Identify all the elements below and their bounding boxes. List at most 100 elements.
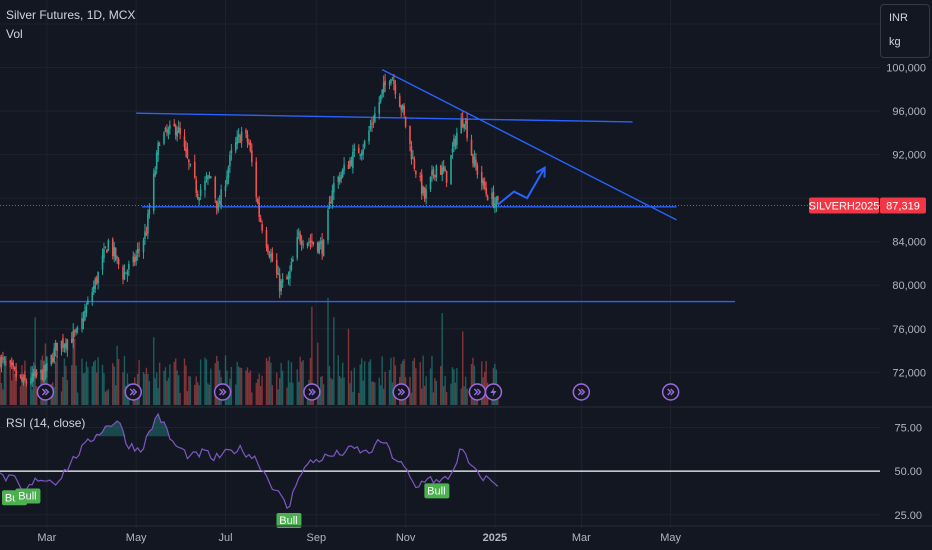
split-glyph bbox=[308, 388, 316, 396]
candle-body bbox=[234, 142, 237, 151]
candle-body bbox=[60, 340, 63, 349]
dividend-event-icon[interactable] bbox=[468, 383, 487, 401]
event-markers[interactable] bbox=[36, 383, 680, 401]
price-tick-label: 100,000 bbox=[886, 63, 926, 75]
candle-body bbox=[237, 134, 240, 137]
candle-body bbox=[66, 339, 69, 350]
candle-body bbox=[296, 236, 299, 259]
volume-bar bbox=[0, 364, 1, 405]
candle-body bbox=[270, 254, 272, 257]
candle-body bbox=[431, 170, 433, 176]
candle-body bbox=[439, 165, 442, 175]
candle-body bbox=[494, 203, 496, 209]
candle-body bbox=[460, 119, 463, 134]
candle-body bbox=[486, 196, 489, 201]
candle-body bbox=[177, 127, 180, 133]
candle-body bbox=[374, 113, 376, 122]
lightning-glyph bbox=[490, 387, 497, 397]
candle-body bbox=[189, 163, 192, 166]
volume-bar bbox=[419, 362, 421, 405]
split-glyph bbox=[397, 388, 406, 396]
candle-body bbox=[372, 122, 375, 124]
candle-body bbox=[409, 125, 411, 145]
candle-body bbox=[491, 192, 493, 199]
volume-bar bbox=[82, 373, 85, 405]
volume-label[interactable]: Vol bbox=[6, 27, 23, 41]
candle-body bbox=[393, 80, 395, 85]
volume-bar bbox=[309, 357, 312, 405]
volume-bar bbox=[22, 378, 25, 405]
volume-bar bbox=[235, 384, 237, 405]
volume-bar bbox=[198, 385, 200, 405]
candle-body bbox=[116, 256, 118, 258]
candle-body bbox=[369, 126, 372, 129]
candle-body bbox=[166, 130, 168, 132]
price-badge-symbol: SILVERH2025 bbox=[809, 201, 880, 213]
candle-body bbox=[391, 79, 394, 81]
price-tick-label: 80,000 bbox=[892, 280, 926, 292]
candle-body bbox=[286, 276, 288, 280]
volume-bar bbox=[350, 370, 353, 405]
candle-body bbox=[422, 186, 424, 194]
volume-bar bbox=[216, 355, 218, 405]
dividend-event-icon[interactable] bbox=[303, 383, 321, 401]
dividend-event-icon[interactable] bbox=[572, 383, 591, 401]
volume-bar bbox=[138, 360, 140, 405]
lightning-event-icon[interactable] bbox=[484, 383, 503, 401]
dividend-event-icon[interactable] bbox=[661, 383, 680, 401]
candle-body bbox=[188, 159, 190, 163]
candle-body bbox=[278, 274, 281, 292]
volume-bar bbox=[431, 355, 433, 405]
candle-body bbox=[306, 242, 309, 246]
candle-body bbox=[183, 136, 186, 147]
candle-body bbox=[19, 374, 22, 377]
candle-body bbox=[368, 130, 370, 142]
candle-body bbox=[311, 240, 313, 243]
candle-body bbox=[92, 286, 95, 293]
candle-body bbox=[328, 202, 331, 209]
dividend-event-icon[interactable] bbox=[213, 383, 232, 401]
volume-bar bbox=[289, 382, 291, 405]
chart-title[interactable]: Silver Futures, 1D, MCX bbox=[6, 8, 136, 22]
candle-body bbox=[256, 198, 259, 204]
candle-body bbox=[9, 360, 12, 364]
volume-bar bbox=[84, 372, 86, 405]
candle-body bbox=[444, 168, 446, 172]
price-candles bbox=[0, 73, 499, 388]
candle-body bbox=[476, 165, 479, 175]
candle-body bbox=[343, 164, 345, 171]
volume-bar bbox=[255, 382, 257, 405]
volume-bar bbox=[472, 357, 474, 405]
currency-unit[interactable]: INR bbox=[889, 12, 908, 24]
volume-bar bbox=[330, 378, 332, 405]
trendlines[interactable] bbox=[0, 69, 880, 303]
candle-body bbox=[210, 176, 212, 179]
volume-bar bbox=[359, 364, 361, 405]
unit-selector[interactable]: INR kg bbox=[880, 4, 930, 58]
volume-bar bbox=[453, 369, 455, 405]
candle-body bbox=[319, 241, 322, 244]
volume-bar bbox=[87, 367, 89, 405]
volume-bar bbox=[380, 385, 382, 405]
volume-bar bbox=[148, 380, 151, 405]
volume-bar bbox=[95, 372, 98, 405]
candle-body bbox=[50, 354, 53, 365]
volume-bar bbox=[317, 342, 319, 405]
volume-bar bbox=[104, 391, 107, 405]
candle-body bbox=[46, 363, 48, 371]
volume-bar bbox=[114, 385, 117, 405]
volume-bar bbox=[19, 386, 22, 405]
dividend-event-icon[interactable] bbox=[124, 383, 142, 401]
dividend-event-icon[interactable] bbox=[36, 383, 55, 401]
candle-body bbox=[10, 362, 13, 365]
candle-body bbox=[378, 102, 381, 114]
volume-bar bbox=[258, 373, 260, 405]
time-tick-label: May bbox=[126, 532, 147, 544]
volume-bar bbox=[196, 382, 199, 405]
candle-body bbox=[404, 116, 407, 127]
weight-unit[interactable]: kg bbox=[889, 36, 901, 48]
candle-body bbox=[300, 241, 303, 245]
dividend-event-icon[interactable] bbox=[392, 383, 410, 401]
